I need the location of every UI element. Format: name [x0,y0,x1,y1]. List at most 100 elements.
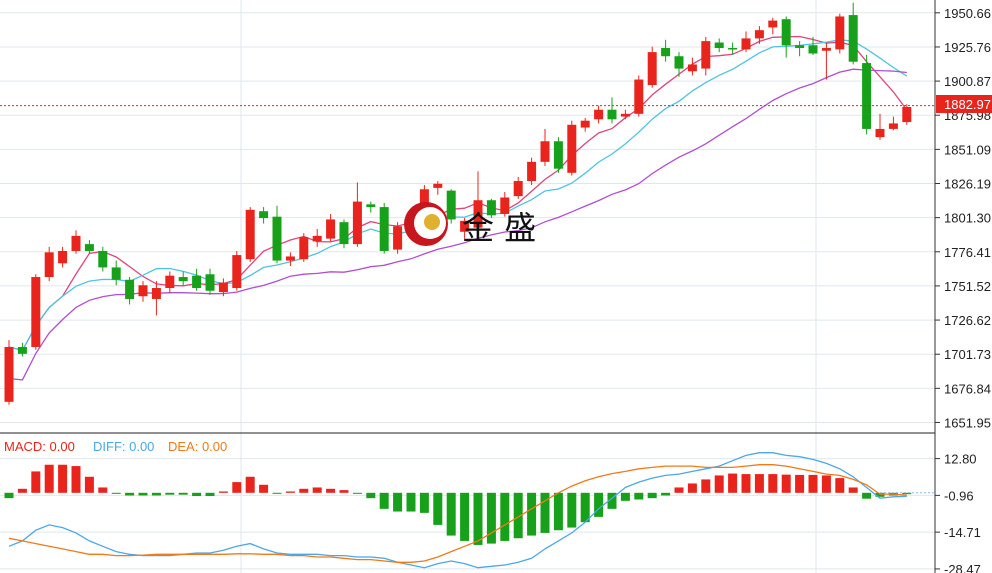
macd-bar [808,474,818,493]
candle-body [285,256,295,261]
macd-bar [433,492,443,525]
candle [768,17,778,35]
price-tick-label: 1701.73 [944,347,991,362]
candle-body [888,123,898,129]
diff-line [8,452,907,569]
candle-body [98,250,108,268]
candle [379,202,389,254]
candle-body [138,285,148,297]
macd-bar [245,476,255,493]
macd-tick-label: 12.80 [944,452,977,467]
price-tick-label: 1851.09 [944,142,991,157]
candle [98,246,108,272]
candle [17,342,27,357]
macd-bar [647,492,657,499]
candle [634,75,644,117]
macd-bar [406,492,416,512]
macd-bar [419,492,429,513]
candle [312,229,322,247]
candle-body [821,48,831,51]
candle [567,120,577,176]
candle-body [366,204,376,208]
price-tick-label: 1925.76 [944,40,991,55]
candle [285,252,295,267]
candle-body [178,277,188,282]
price-tick-label: 1651.95 [944,415,991,430]
candle-body [714,42,724,48]
candle [553,137,563,173]
macd-bar [486,492,496,544]
candle-body [232,255,242,288]
candle-body [808,45,818,54]
candle [460,218,470,239]
price-axis: 1950.661925.761900.871875.981851.091826.… [935,6,991,430]
price-tick-label: 1900.87 [944,74,991,89]
candle [687,57,697,76]
candle-body [125,279,135,299]
macd-bar [795,474,805,493]
candle-body [486,200,496,216]
candle-body [701,41,711,69]
macd-bar [272,492,282,494]
dea-line [8,464,907,563]
candle-body [259,211,269,219]
candle [875,113,885,140]
macd-bar [71,466,81,493]
candle-body [848,15,858,62]
candle-body [594,109,604,120]
macd-bar [58,464,68,493]
macd-bar [821,475,831,493]
candle-body [527,161,537,182]
candle [500,192,510,217]
candle-body [218,282,228,293]
candle-body [674,56,684,69]
candle-body [768,20,778,28]
price-tick-label: 1726.62 [944,313,991,328]
macd-legend: MACD: 0.00 DIFF: 0.00 DEA: 0.00 [4,439,227,454]
candle [151,281,161,316]
macd-legend-dea: DEA: 0.00 [168,439,227,454]
candle-body [151,288,161,299]
candle [393,222,403,254]
candle [339,219,349,249]
candle [31,274,41,350]
macd-bar [31,471,41,493]
candle [781,16,791,58]
macd-histogram [4,464,912,545]
macd-bar [285,491,295,493]
candle-body [192,275,202,288]
candle-body [58,250,68,264]
candle [44,246,54,282]
candle-body [634,79,644,114]
candlesticks[interactable] [4,2,912,405]
macd-bar [835,478,845,493]
candle-body [352,201,362,245]
candle-body [620,113,630,117]
candle [647,46,657,88]
macd-bar [674,487,684,493]
macd-bar [259,484,269,493]
macd-bar [540,492,550,533]
ma10-line [8,39,908,352]
candle-body [473,200,483,228]
candle-body [862,63,872,129]
macd-bar [848,487,858,493]
candle [218,278,228,297]
macd-bar [366,492,376,499]
macd-bar [902,492,912,495]
candle-body [835,16,845,50]
candle-body [741,38,751,50]
candle-body [245,209,255,260]
candle [165,271,175,294]
candle [4,340,14,405]
macd-bar [728,473,738,493]
macd-bar [754,474,764,493]
macd-bar [741,474,751,493]
candle-body [44,252,54,278]
candle-body [326,219,336,239]
macd-bar [352,492,362,494]
candle-body [728,48,738,50]
candle [848,2,858,65]
